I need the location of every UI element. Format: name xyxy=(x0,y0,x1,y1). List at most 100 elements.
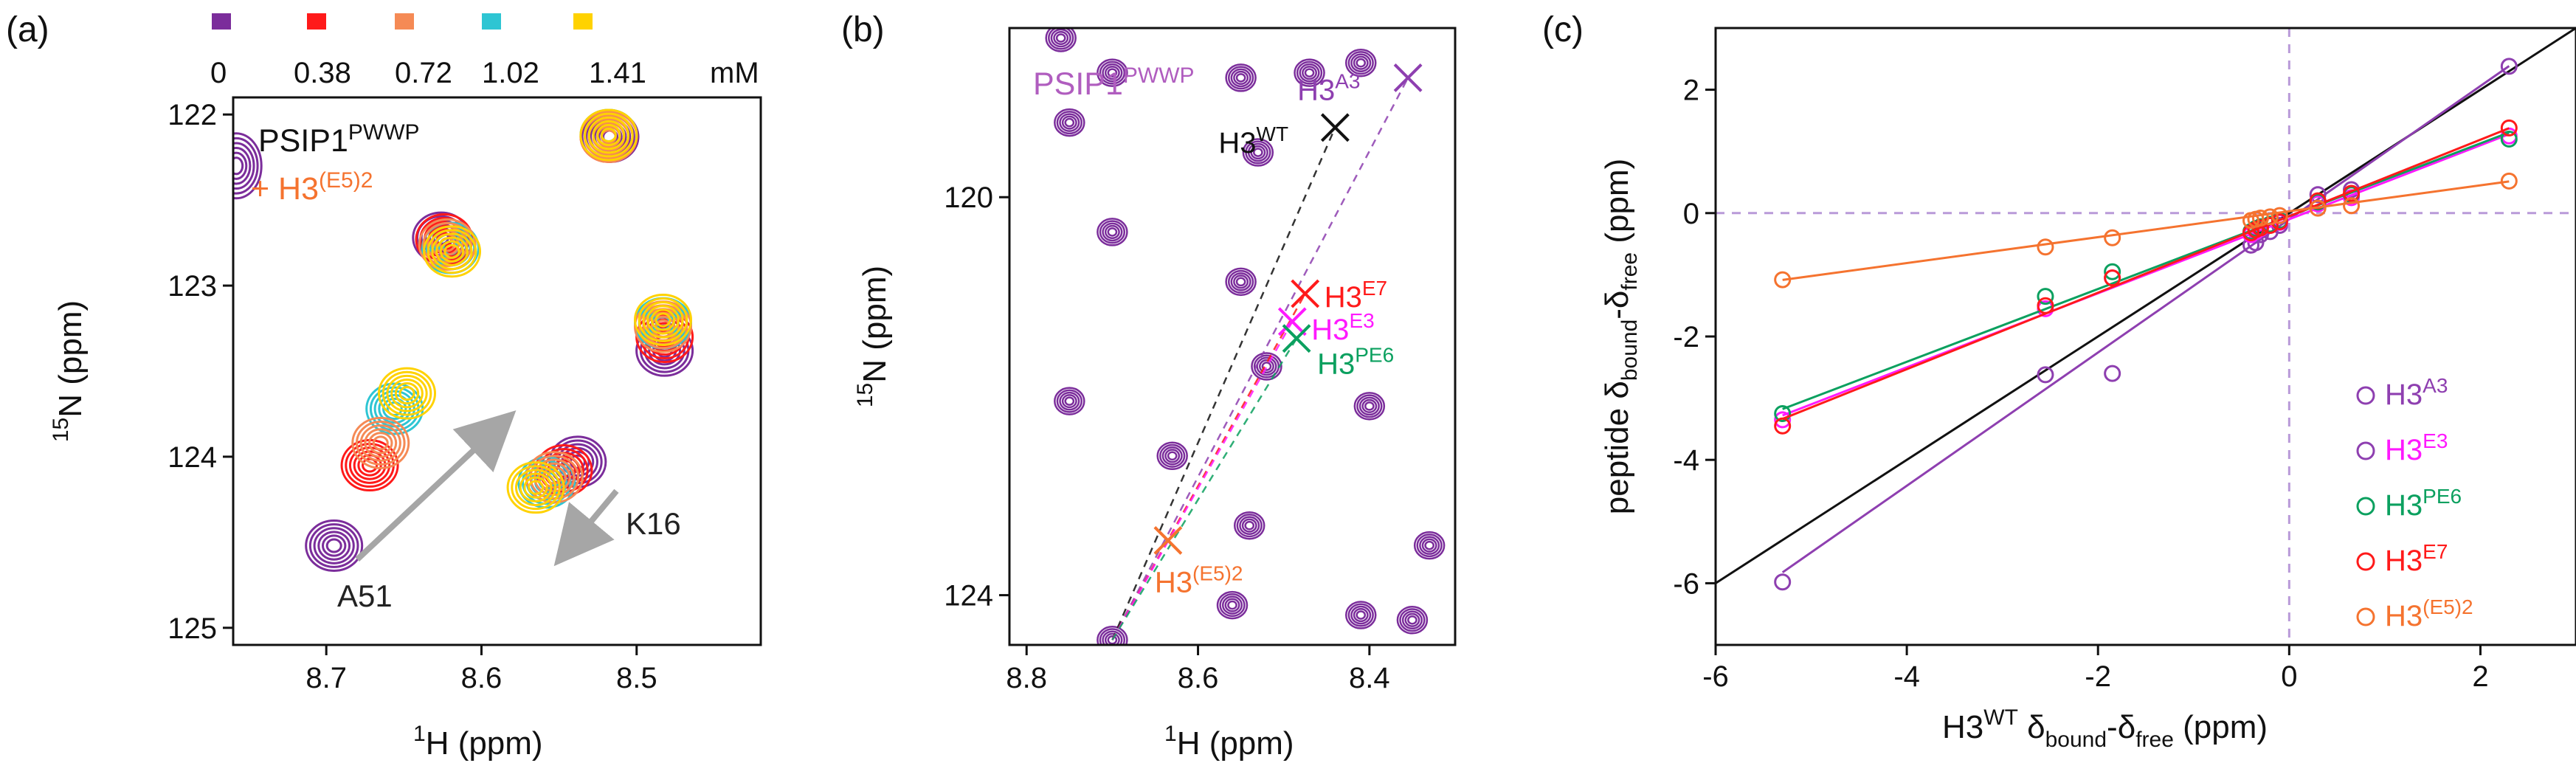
contour-peak xyxy=(1233,511,1265,540)
contour-peak xyxy=(1344,601,1377,629)
contour-peak-A51 xyxy=(305,519,364,573)
panel-b-label: (b) xyxy=(841,10,885,49)
marker-label: H3PE6 xyxy=(1317,344,1394,381)
contour-peak-peak-1228 xyxy=(418,218,477,271)
data-point-PE6 xyxy=(2104,263,2121,280)
data-point-E7 xyxy=(2271,213,2288,231)
x-axis-label-b: 1H (ppm) xyxy=(1164,722,1294,762)
legend-value: 1.02 xyxy=(482,57,539,89)
contour-peak-A51 xyxy=(351,416,410,469)
protein-label-a-text: PSIP1 xyxy=(258,123,348,159)
concentration-legend: 0 0.38 0.72 1.02 1.41 xyxy=(210,13,646,89)
protein-label-a-sup: PWWP xyxy=(348,120,420,145)
y-axis-label-b-text: N (ppm) xyxy=(857,266,893,383)
data-point-E52 xyxy=(1774,271,1792,289)
protein-label-a: PSIP1PWWP xyxy=(258,120,420,159)
marker-label: H3WT xyxy=(1218,122,1288,159)
residue-label-a51: A51 xyxy=(337,579,393,613)
fit-line-E7 xyxy=(1782,127,2510,421)
contour-peak xyxy=(1054,387,1085,415)
shift-vector xyxy=(1111,338,1298,640)
data-point-A3 xyxy=(2037,366,2054,384)
axes-b-ticks: 8.8 8.6 8.4 120 124 xyxy=(944,182,1389,694)
contour-peak xyxy=(1396,606,1429,635)
x-tick-label: 8.5 xyxy=(616,662,657,694)
legend-label: H3E7 xyxy=(2385,540,2448,577)
y-axis-label-c-text: peptide δ xyxy=(1599,381,1635,514)
fit-line-PE6 xyxy=(1782,131,2510,410)
y-tick-label: 0 xyxy=(1683,198,1699,230)
x-axis-label-c-sub1: bound xyxy=(2045,728,2107,752)
legend-label: H3E3 xyxy=(2385,429,2448,466)
contour-peak xyxy=(1216,590,1249,620)
data-point-PE6 xyxy=(2500,130,2518,148)
x-axis-label-c-unit: (ppm) xyxy=(2174,709,2268,745)
x-axis-label-c-sup: WT xyxy=(1983,705,2018,730)
y-tick-label: -6 xyxy=(1673,567,1699,600)
y-axis-label-c-mid: -δ xyxy=(1599,291,1635,320)
y-axis-label-a: 15N (ppm) xyxy=(49,300,89,442)
x-tick-label: 8.8 xyxy=(1006,662,1047,694)
x-axis-label-a: 1H (ppm) xyxy=(413,722,543,762)
data-point-E52 xyxy=(2343,197,2361,215)
data-point-A3 xyxy=(2104,365,2121,382)
y-axis-label-c-unit: (ppm) xyxy=(1599,159,1635,252)
protein-label-b: PSIP1PWWP xyxy=(1033,63,1195,102)
data-point-A3 xyxy=(2500,58,2518,75)
legend-value: 0.72 xyxy=(395,57,452,89)
contour-peak-A51 xyxy=(378,367,437,420)
marker-WT: H3WT xyxy=(1218,113,1350,159)
legend-entry: H3E3 xyxy=(2356,429,2448,466)
legend-unit: mM xyxy=(710,57,759,89)
y-axis-label-b: 15N (ppm) xyxy=(853,266,893,407)
marker-E7: H3E7 xyxy=(1291,277,1387,314)
fit-line-E52 xyxy=(1782,180,2510,281)
data-point-E7 xyxy=(2104,269,2121,287)
y-tick-label: -2 xyxy=(1673,321,1699,353)
axes-a-ticks: 8.7 8.6 8.5 122 123 124 125 xyxy=(168,99,657,694)
x-axis-label-c-delta: δ xyxy=(2018,709,2045,745)
y-tick-label: 123 xyxy=(168,270,217,303)
y-axis-label-c: peptide δbound-δfree (ppm) xyxy=(1599,159,1642,515)
contour-peak xyxy=(1344,48,1377,77)
contour-peak-edge-peak xyxy=(233,132,263,200)
legend-label: H3(E5)2 xyxy=(2385,595,2473,632)
x-tick-label: 8.7 xyxy=(305,662,347,694)
spectrum-b-peaks xyxy=(1045,28,1446,645)
data-point-E7 xyxy=(2500,119,2518,137)
spectrum-a-peaks xyxy=(233,108,694,573)
shift-arrows xyxy=(355,410,619,567)
x-tick-label: 8.4 xyxy=(1349,662,1390,694)
legend-value: 0 xyxy=(210,57,227,89)
x-tick-label: 2 xyxy=(2472,660,2488,693)
x-tick-label: -4 xyxy=(1893,660,1920,693)
contour-peak xyxy=(1097,218,1128,246)
legend-swatch xyxy=(395,13,414,30)
protein-label-b-text: PSIP1 xyxy=(1033,66,1123,102)
y-axis-label-a-sup: 15 xyxy=(49,418,73,442)
data-point-E52 xyxy=(2261,208,2279,226)
legend-label: H3A3 xyxy=(2385,374,2448,411)
legend-swatch xyxy=(212,13,231,30)
legend-value: 1.41 xyxy=(589,57,646,89)
legend-entry: H3PE6 xyxy=(2356,485,2462,522)
plot-frame-a xyxy=(232,96,762,646)
y-tick-label: -4 xyxy=(1673,444,1699,477)
marker-E52: H3(E5)2 xyxy=(1153,526,1243,598)
legend-swatch xyxy=(573,13,593,30)
x-axis-label-b-sup: 1 xyxy=(1164,722,1177,746)
x-axis-label-c-sub2: free xyxy=(2135,728,2174,752)
contour-peak xyxy=(1353,392,1386,421)
contour-peak-peak-1228 xyxy=(423,225,482,278)
y-axis-label-c-sub1: bound xyxy=(1617,320,1642,381)
data-point-A3 xyxy=(2309,186,2327,204)
legend-entry: H3E7 xyxy=(2356,540,2448,577)
x-tick-label: -6 xyxy=(1702,660,1729,693)
data-point-E7 xyxy=(1774,417,1792,435)
data-point-PE6 xyxy=(1774,405,1792,422)
contour-peak xyxy=(1242,138,1274,167)
panel-a: (a) 0 0.38 0.72 1.02 1.41 mM PSIP1PWWP + H3(… xyxy=(6,10,762,762)
